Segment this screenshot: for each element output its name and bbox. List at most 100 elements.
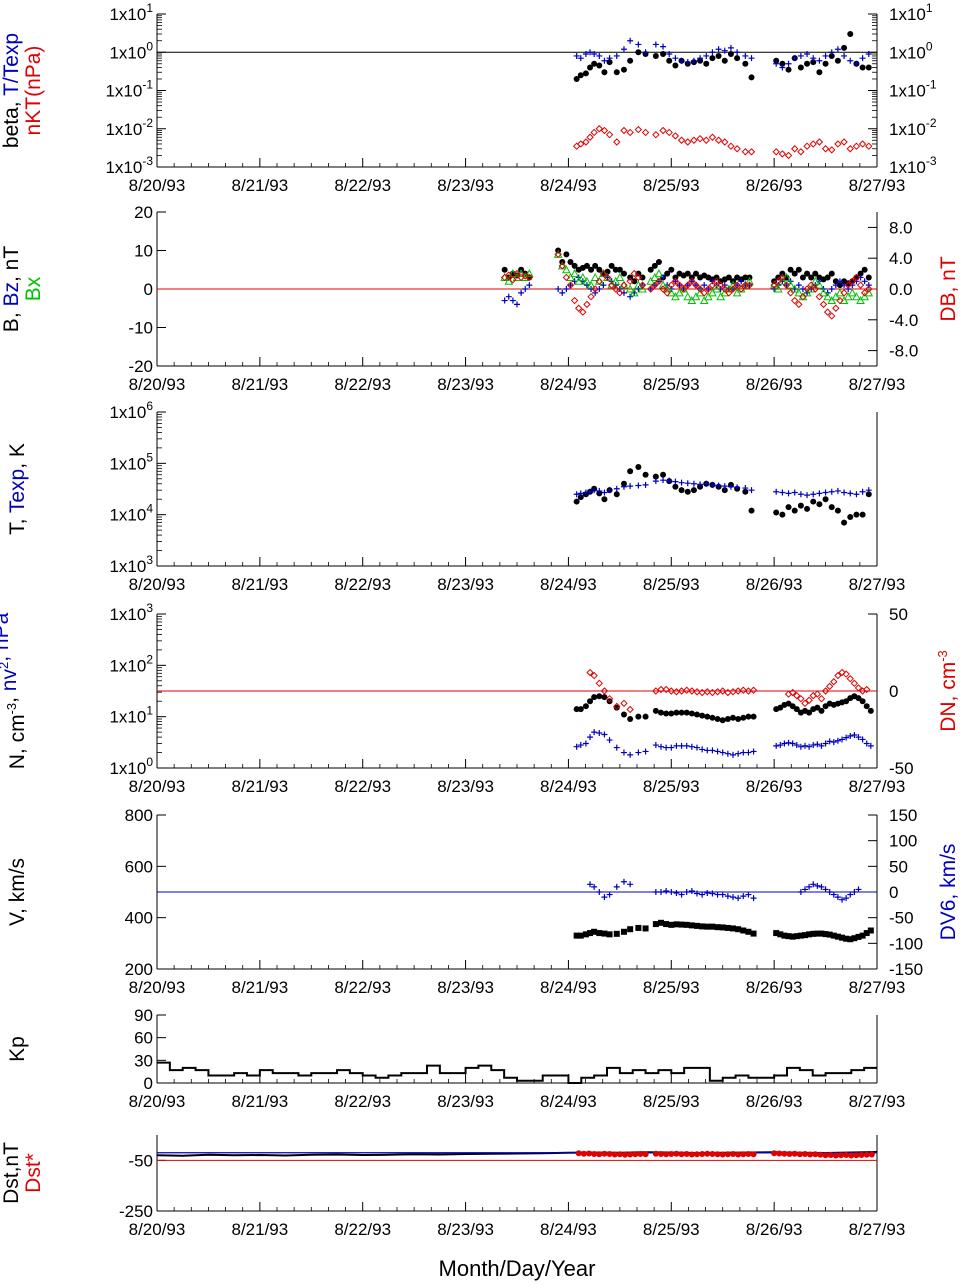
panel-beta-series-2-point <box>626 128 634 137</box>
panel-v-left-tick-label-3: 200 <box>125 960 153 979</box>
panel-v-series-1-point <box>724 893 731 900</box>
panel-beta: 1x101 1x100 1x10-1 1x10-2 1x10-3 1x101 1x100 1x… <box>105 1 936 195</box>
panel-t-series-0-point <box>627 468 634 475</box>
panel-b-series-3-point <box>630 269 638 278</box>
panel-t-series-1-point <box>791 489 798 496</box>
panel-b-series-1-point <box>555 286 562 292</box>
panel-v-series-1-point <box>699 891 706 898</box>
panel-n-series-1-point <box>826 738 833 745</box>
panel-b-right-ylabel: DB, nT <box>937 256 960 322</box>
panel-n-series-0-point <box>678 709 685 716</box>
panel-n-series-0-point <box>591 694 598 701</box>
panel-v-left-tick-label-1: 600 <box>125 857 153 876</box>
panel-v-series-0-point <box>802 932 808 939</box>
panel-beta-series-2-point <box>671 132 680 140</box>
panel-t-series-0-point <box>577 494 584 501</box>
panel-n-series-0-point <box>620 711 627 718</box>
panel-b-series-3-point <box>799 292 807 301</box>
panel-n-series-2-point <box>821 687 830 695</box>
panel-kp-ylabel-line-1: Kp <box>6 1036 29 1062</box>
panel-n-series-0-point <box>740 714 747 721</box>
panel-b-series-2-point <box>773 284 783 293</box>
panel-t-x-label-7: 8/27/93 <box>849 575 906 594</box>
panel-beta-series-2-point <box>778 150 787 158</box>
panel-v-series-1-point <box>587 881 594 888</box>
panel-beta-series-2-point <box>634 125 643 134</box>
panel-b-x-label-3: 8/23/93 <box>437 375 494 394</box>
panel-b-left-tick-label-3: -10 <box>128 319 153 338</box>
panel-v-series-1-point <box>668 889 675 895</box>
panel-b-series-0-point <box>692 270 699 277</box>
panel-t-series-1-point <box>627 483 634 490</box>
panel-v-series-0-point <box>642 925 649 932</box>
panel-beta-series-1-point <box>773 60 780 67</box>
panel-beta-series-1-point <box>715 46 722 53</box>
panel-beta-series-1-point <box>620 46 627 53</box>
panel-b-series-0-point <box>664 270 671 277</box>
panel-b-series-0-point <box>627 274 634 281</box>
panel-v-series-0-point <box>781 932 788 939</box>
panel-t-x-label-0: 8/20/93 <box>129 575 186 594</box>
panel-beta-series-2-point <box>772 148 780 156</box>
panel-v-series-0-point <box>668 921 675 928</box>
panel-b-series-0-point <box>608 262 615 269</box>
panel-b-right-tick-label-2: 0.0 <box>889 280 913 299</box>
panel-n-series-1-point <box>789 740 796 747</box>
panel-n-series-2-point <box>688 687 696 695</box>
panel-beta-series-1-point <box>779 64 786 71</box>
panel-b-series-3-point <box>579 308 587 316</box>
panel-n-series-2-point <box>842 670 850 678</box>
panel-dst-series-2-point <box>694 1151 700 1158</box>
panel-t-series-0-point <box>684 488 691 495</box>
panel-dst-series-2-point <box>580 1150 587 1157</box>
panel-v-series-0-point <box>867 927 874 934</box>
panel-beta-series-1-point <box>678 57 685 64</box>
panel-t-series-0-point <box>865 491 872 498</box>
panel-dst-series-2-point <box>627 1151 634 1158</box>
panel-dst-ylabel-line-1: Dst,nT <box>0 1142 23 1204</box>
panel-t-series-1-point <box>709 481 716 488</box>
panel-n-series-2-point <box>825 682 834 691</box>
panel-beta-series-0-point <box>828 52 835 59</box>
panel-b-series-1-point <box>563 286 570 292</box>
panel-t-series-1-point <box>666 477 673 484</box>
panel-n-series-0-point <box>663 710 670 717</box>
panel-v-x-label-5: 8/25/93 <box>643 978 700 997</box>
panel-v-series-0-point <box>830 932 837 939</box>
panel-t-series-0-point <box>748 507 755 514</box>
panel-b-series-3-point <box>778 273 787 282</box>
panel-beta-series-0-point <box>748 74 755 81</box>
panel-beta-series-2-point <box>605 130 614 139</box>
panel-n-series-2-point <box>813 690 822 698</box>
panel-dst-x-label-4: 8/24/93 <box>540 1220 597 1239</box>
panel-b-series-3-point <box>774 277 782 286</box>
panel-t-series-1-point <box>678 479 685 486</box>
panel-t-series-0-point <box>847 514 854 521</box>
panel-n-series-2-point <box>719 687 727 695</box>
panel-n-series-1-point <box>730 751 736 758</box>
panel-n-series-1 <box>573 729 874 758</box>
panel-b-series-0-point <box>742 274 749 281</box>
panel-n-series-1-point <box>663 744 670 751</box>
panel-b-series-0-point <box>635 270 642 277</box>
panel-t-left-tick-label-0: 1x106 <box>109 399 153 422</box>
panel-b-series-3-point <box>865 285 873 293</box>
panel-b-series-2-point <box>578 272 588 281</box>
panel-beta-series-1-point <box>627 37 634 44</box>
panel-v-series-0-point <box>606 931 613 938</box>
panel-n-series-0-point <box>855 695 862 702</box>
panel-b-series-2-point <box>525 269 534 278</box>
panel-dst-series-2-point <box>843 1152 850 1159</box>
panel-dst-series-2-point <box>596 1151 603 1158</box>
panel-beta-series-0-point <box>779 60 786 67</box>
panel-v-series-0-point <box>826 931 833 938</box>
panel-n-series-1-point <box>678 742 685 749</box>
panel-b-series-1-point <box>592 289 599 296</box>
panel-b-series-2-point <box>745 276 754 285</box>
panel-n-x-label-4: 8/24/93 <box>540 777 597 796</box>
panel-dst-series-2-point <box>616 1151 623 1158</box>
panel-v-series-0-point <box>652 921 659 928</box>
panel-b-series-3-point <box>570 296 579 305</box>
panel-n-series-2-point <box>739 686 747 694</box>
panel-v-series-0-point <box>591 928 598 935</box>
